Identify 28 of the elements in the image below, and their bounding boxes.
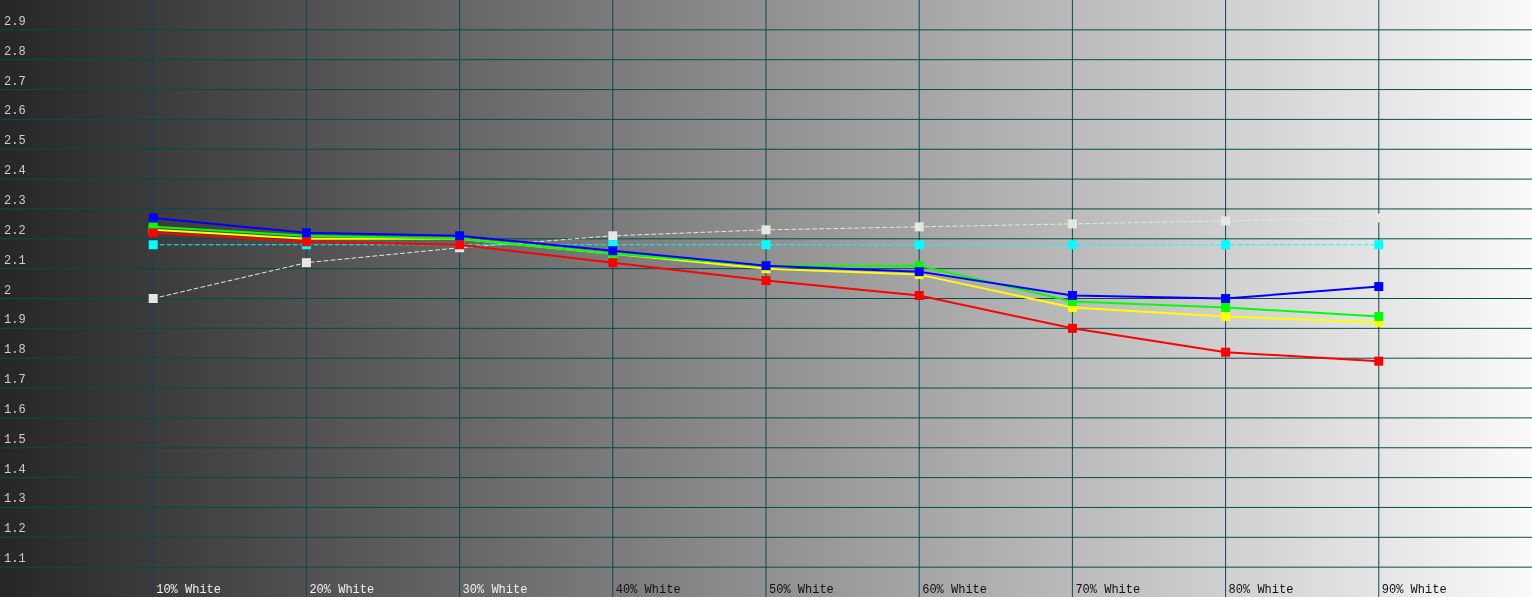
x-tick-label: 80% White <box>1228 583 1294 597</box>
x-tick-label: 10% White <box>156 583 222 597</box>
y-tick-label: 1.6 <box>4 402 26 417</box>
y-tick-label: 2.1 <box>4 253 26 268</box>
x-tick-label: 20% White <box>309 583 375 597</box>
y-tick-label: 1.1 <box>4 552 26 567</box>
y-tick-label: 2 <box>4 283 12 298</box>
x-tick-label: 40% White <box>615 583 681 597</box>
x-tick-label: 30% White <box>462 583 528 597</box>
y-tick-label: 1.9 <box>4 313 26 328</box>
y-tick-label: 1.5 <box>4 432 26 447</box>
y-tick-label: 2.2 <box>4 223 26 238</box>
y-tick-label: 2.8 <box>4 44 26 59</box>
y-tick-label: 1.8 <box>4 343 26 358</box>
y-tick-label: 2.5 <box>4 134 26 149</box>
y-tick-label: 1.4 <box>4 462 26 477</box>
x-tick-label: 50% White <box>769 583 834 597</box>
y-tick-label: 1.7 <box>4 373 26 388</box>
y-tick-label: 2.3 <box>4 193 26 208</box>
y-tick-label: 1.2 <box>4 522 26 537</box>
x-tick-label: 70% White <box>1075 583 1141 597</box>
x-tick-label: 60% White <box>922 583 988 597</box>
x-tick-label: 90% White <box>1381 583 1447 597</box>
y-tick-label: 2.9 <box>4 14 26 29</box>
y-tick-label: 2.4 <box>4 164 26 179</box>
y-tick-label: 1.3 <box>4 492 26 507</box>
y-tick-label: 2.7 <box>4 74 26 89</box>
y-tick-label: 2.6 <box>4 104 26 119</box>
